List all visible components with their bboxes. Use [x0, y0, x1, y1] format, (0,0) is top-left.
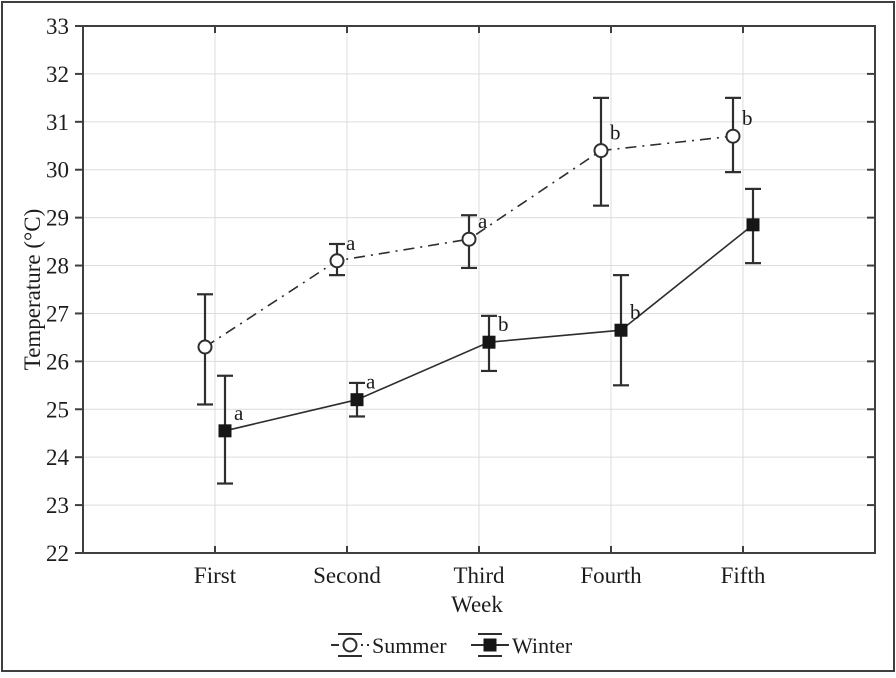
data-point-circle [461, 231, 477, 247]
data-point-circle [329, 253, 345, 269]
y-tick-label: 32 [46, 62, 69, 87]
x-tick-label: Fifth [721, 563, 766, 588]
point-letters: a a b b [346, 106, 753, 255]
y-tick-label: 22 [46, 541, 69, 566]
significance-letter: b [742, 106, 753, 130]
y-tick-label: 29 [46, 206, 69, 231]
y-tick-label: 31 [46, 110, 69, 135]
legend-label: Winter [512, 633, 573, 658]
markers [218, 218, 760, 438]
data-point-circle [197, 339, 213, 355]
y-tick-label: 24 [46, 445, 70, 470]
significance-letter: a [478, 209, 488, 233]
data-point-square [746, 218, 760, 232]
significance-letter: b [610, 121, 621, 145]
significance-letter: a [234, 401, 244, 425]
legend-marker-square [483, 638, 497, 652]
markers [197, 128, 741, 355]
y-tick-label: 25 [46, 397, 69, 422]
point-letters: a a b b [234, 300, 641, 425]
series-line [204, 135, 734, 348]
legend-label: Summer [372, 633, 447, 658]
gridlines [83, 26, 875, 553]
x-tick-label: Fourth [580, 563, 642, 588]
legend-item-winter: Winter [471, 633, 573, 658]
data-point-square [614, 323, 628, 337]
x-tick-labels: First Second Third Fourth Fifth [194, 563, 766, 588]
x-axis-title: Week [451, 592, 503, 617]
x-tick-label: First [194, 563, 237, 588]
legend: Summer Winter [331, 633, 573, 658]
y-tick-label: 23 [46, 493, 69, 518]
data-point-square [218, 424, 232, 438]
y-tick-label: 27 [46, 301, 69, 326]
y-tick-label: 30 [46, 158, 69, 183]
axis-ticks [75, 25, 875, 554]
data-point-circle [725, 128, 741, 144]
y-axis-title: Temperature (°C) [20, 209, 45, 370]
data-point-circle [593, 143, 609, 159]
legend-item-summer: Summer [331, 633, 447, 658]
significance-letter: b [630, 300, 641, 324]
significance-letter: a [346, 231, 356, 255]
series-winter: a a b b [217, 187, 761, 485]
data-point-square [482, 335, 496, 349]
y-tick-label: 28 [46, 254, 69, 279]
y-tick-labels: 22 23 24 25 26 27 28 29 30 31 32 33 [46, 14, 70, 566]
significance-letter: b [498, 312, 509, 336]
legend-marker-circle [342, 637, 358, 653]
y-tick-label: 26 [46, 349, 69, 374]
x-tick-label: Second [313, 563, 381, 588]
data-point-square [350, 393, 364, 407]
x-tick-label: Third [453, 563, 505, 588]
y-tick-label: 33 [46, 14, 69, 39]
series-summer: a a b b [197, 96, 753, 406]
significance-letter: a [366, 370, 376, 394]
